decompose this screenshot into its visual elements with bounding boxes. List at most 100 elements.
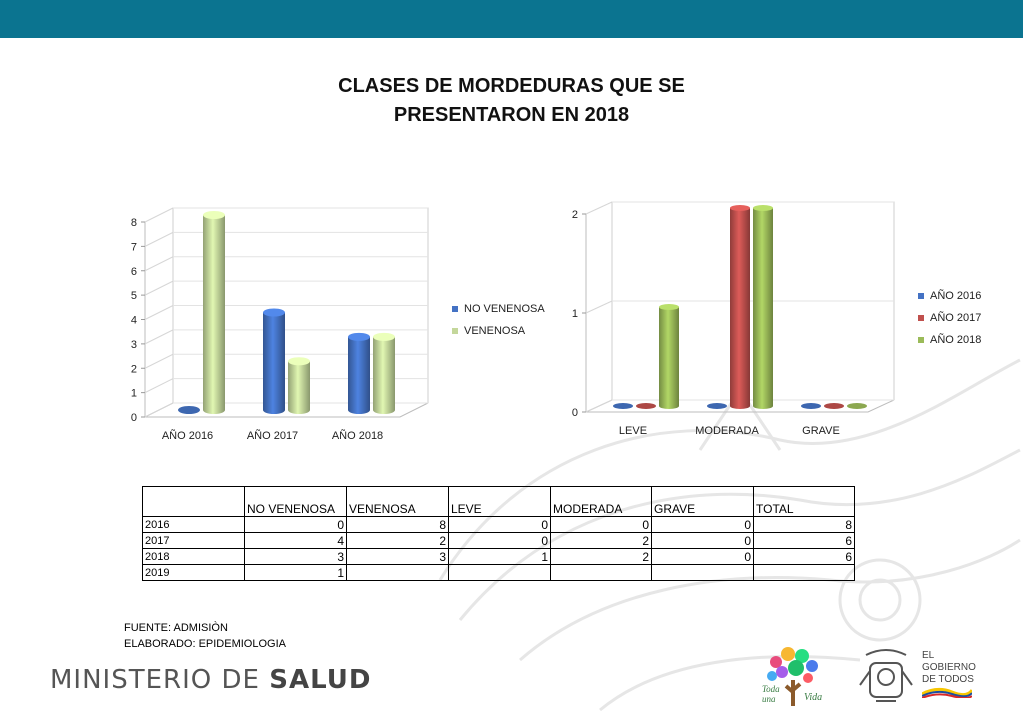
bar-cap [373, 332, 395, 341]
x-tick-label: MODERADA [695, 425, 759, 437]
ministry-bold: SALUD [269, 665, 372, 695]
table-cell: 2 [550, 548, 652, 565]
x-tick-label: GRAVE [802, 425, 840, 437]
gridline [144, 231, 174, 247]
gov-logo-line: DE TODOS [922, 674, 974, 685]
table-cell: 3 [346, 548, 449, 565]
bar-cap [847, 403, 867, 409]
table-cell: 2 [346, 532, 449, 549]
x-tick-label: AÑO 2017 [247, 429, 298, 442]
table-header-cell: NO VENENOSA [244, 486, 347, 517]
page-title: CLASES DE MORDEDURAS QUE SE PRESENTARON … [0, 72, 1023, 130]
title-line-1: CLASES DE MORDEDURAS QUE SE [338, 75, 685, 97]
table-cell [346, 564, 449, 581]
table-cell: 0 [651, 532, 754, 549]
table-cell: 6 [753, 532, 855, 549]
bar [707, 403, 727, 409]
bar-cap [801, 403, 821, 409]
bar-cap [659, 304, 679, 310]
bar [801, 403, 821, 409]
y-tick-label: 0 [572, 407, 578, 419]
flag-ribbon-icon [921, 687, 974, 699]
bar [847, 403, 867, 409]
bar [263, 308, 285, 414]
gridline [585, 399, 613, 413]
bar-cap [178, 406, 200, 414]
table-header-cell: GRAVE [651, 486, 754, 517]
toda-una-vida-logo: Toda una Vida [762, 647, 822, 706]
legend-label: AÑO 2018 [930, 334, 982, 346]
bar [730, 205, 750, 409]
table-cell: 2 [550, 532, 652, 549]
table-cell [651, 564, 754, 581]
bar-cap [730, 205, 750, 211]
x-tick-label: AÑO 2018 [332, 429, 383, 442]
legend-item: NO VENENOSA [452, 298, 572, 320]
source-note: FUENTE: ADMISIÒN [124, 622, 228, 634]
table-cell: 0 [244, 516, 347, 533]
legend-swatch-green [918, 337, 924, 343]
y-tick-label: 0 [131, 412, 137, 424]
legend-label: AÑO 2017 [930, 312, 982, 324]
header-band [0, 0, 1023, 38]
chart1-legend: NO VENENOSA VENENOSA [452, 298, 572, 342]
y-tick-label: 4 [131, 315, 137, 327]
bar [373, 332, 395, 414]
bite-severity-chart: 0 1 2 LEVE MODERADA GRAVE [572, 201, 895, 437]
table-header-cell [142, 486, 245, 517]
y-tick-label: 3 [131, 339, 137, 351]
bar-body [288, 361, 310, 414]
author-note: ELABORADO: EPIDEMIOLOGIA [124, 638, 286, 650]
bar [824, 403, 844, 409]
table-cell: 3 [244, 548, 347, 565]
bite-type-by-year-chart: 0 1 2 3 4 5 6 7 8 AÑO 2016 AÑO 2017 AÑO 2018 [131, 207, 429, 442]
bar-cap [707, 403, 727, 409]
legend-label: VENENOSA [464, 325, 526, 337]
svg-text:una: una [762, 694, 776, 704]
table-cell: 4 [244, 532, 347, 549]
y-tick-label: 5 [131, 290, 137, 302]
x-tick-label: AÑO 2016 [162, 429, 213, 442]
table-cell-year: 2016 [142, 516, 245, 533]
bar [288, 357, 310, 414]
legend-label: NO VENENOSA [464, 303, 545, 315]
table-cell-year: 2017 [142, 532, 245, 549]
bar [636, 403, 656, 409]
bar [348, 332, 370, 414]
bar-cap [263, 308, 285, 317]
legend-item: VENENOSA [452, 320, 572, 342]
table-cell [550, 564, 652, 581]
gridline [585, 201, 613, 215]
bar [659, 304, 679, 409]
bar-cap [824, 403, 844, 409]
bar-body [348, 336, 370, 414]
table-cell: 0 [651, 548, 754, 565]
gridline [144, 378, 174, 394]
bar [203, 211, 225, 414]
legend-swatch-red [918, 315, 924, 321]
bar-body [263, 312, 285, 414]
ecuador-seal-logo [859, 649, 913, 702]
table-cell [448, 564, 551, 581]
title-line-2: PRESENTARON EN 2018 [393, 104, 630, 126]
ministry-prefix: MINISTERIO DE [50, 665, 270, 695]
y-tick-label: 1 [572, 308, 578, 320]
bar-cap [753, 205, 773, 211]
bar [178, 406, 200, 414]
table-cell: 8 [346, 516, 449, 533]
y-tick-label: 2 [131, 363, 137, 375]
gridline [144, 280, 174, 296]
table-header-cell: VENENOSA [346, 486, 449, 517]
table-header-cell: LEVE [448, 486, 551, 517]
table-cell: 8 [753, 516, 855, 533]
table-cell-year: 2018 [142, 548, 245, 565]
bar-body [730, 208, 750, 409]
table-cell: 6 [753, 548, 855, 565]
table-header-cell: MODERADA [550, 486, 652, 517]
gridline [144, 256, 174, 272]
bar-cap [348, 332, 370, 341]
gridline [144, 207, 174, 223]
y-tick-label: 6 [131, 266, 137, 278]
table-cell [753, 564, 855, 581]
bar-body [203, 215, 225, 414]
